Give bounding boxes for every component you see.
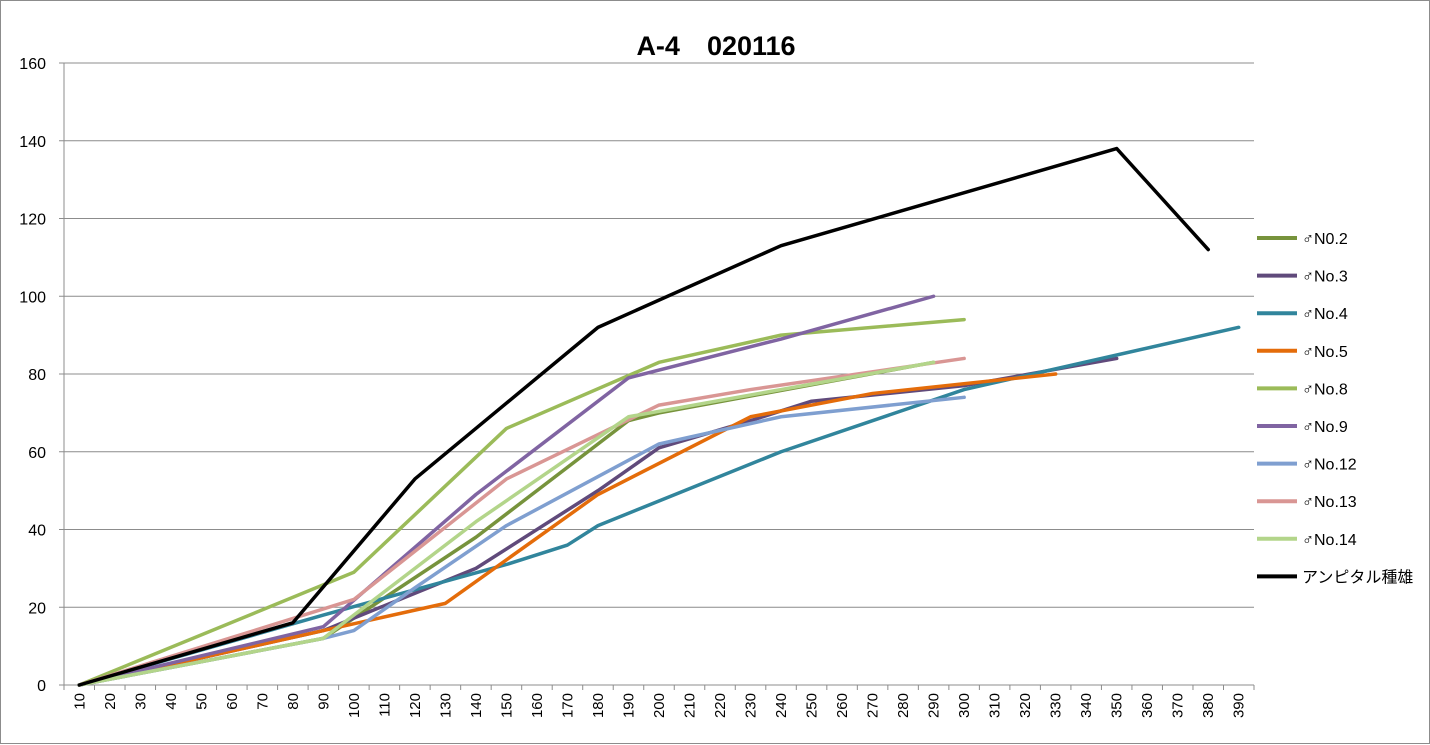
series-line-9 bbox=[77, 360, 936, 687]
x-tick-label: 10 bbox=[71, 693, 88, 710]
x-tick-label: 80 bbox=[285, 693, 302, 710]
y-tick-label: 0 bbox=[37, 678, 46, 695]
x-tick-label: 140 bbox=[468, 693, 485, 718]
x-tick-label: 40 bbox=[163, 693, 180, 710]
x-tick-label: 150 bbox=[498, 693, 515, 718]
x-tick-label: 380 bbox=[1200, 693, 1217, 718]
x-tick-label: 30 bbox=[132, 693, 149, 710]
x-tick-label: 130 bbox=[437, 693, 454, 718]
x-tick-label: 100 bbox=[346, 693, 363, 718]
x-tick-label: 160 bbox=[529, 693, 546, 718]
x-tick-label: 180 bbox=[590, 693, 607, 718]
series-line-5 bbox=[77, 317, 966, 687]
x-tick-label: 280 bbox=[895, 693, 912, 718]
y-tick-label: 80 bbox=[28, 367, 46, 384]
x-tick-label: 120 bbox=[407, 693, 424, 718]
x-tick-label: 210 bbox=[682, 693, 699, 718]
legend-label: ♂No.5 bbox=[1302, 344, 1348, 361]
x-tick-label: 260 bbox=[834, 693, 851, 718]
x-tick-label: 310 bbox=[987, 693, 1004, 718]
legend-label: ♂No.4 bbox=[1302, 306, 1348, 323]
x-tick-label: 240 bbox=[773, 693, 790, 718]
x-tick-label: 110 bbox=[376, 693, 393, 717]
y-tick-label: 20 bbox=[28, 600, 46, 617]
y-tick-label: 100 bbox=[19, 289, 46, 306]
x-tick-label: 90 bbox=[315, 693, 332, 710]
gridlines bbox=[64, 62, 1254, 608]
x-tick-label: 390 bbox=[1231, 693, 1248, 718]
series-line-8 bbox=[77, 356, 966, 687]
x-tick-label: 200 bbox=[651, 693, 668, 718]
series-line-7 bbox=[77, 395, 966, 687]
x-tick-label: 350 bbox=[1109, 693, 1126, 718]
legend-label: ♂No.14 bbox=[1302, 532, 1357, 549]
x-tick-label: 50 bbox=[193, 693, 210, 710]
x-tick-label: 220 bbox=[712, 693, 729, 718]
x-tick-label: 360 bbox=[1139, 693, 1156, 718]
legend-label: アンピタル種雄 bbox=[1302, 568, 1413, 586]
y-tick-label: 120 bbox=[19, 212, 46, 229]
y-tick-label: 40 bbox=[28, 523, 46, 540]
y-axis-tick-labels: 0 20 40 60 80 100 120 140 160 bbox=[19, 56, 46, 695]
x-tick-label: 270 bbox=[865, 693, 882, 718]
series-line-6 bbox=[77, 294, 936, 687]
x-tick-label: 300 bbox=[956, 693, 973, 718]
legend-label: ♂No.13 bbox=[1302, 494, 1357, 511]
y-tick-label: 160 bbox=[19, 56, 46, 73]
x-tick-label: 340 bbox=[1078, 693, 1095, 718]
chart-title: A-4 020116 bbox=[636, 31, 795, 61]
x-tick-label: 250 bbox=[804, 693, 821, 718]
legend-label: ♂N0.2 bbox=[1302, 231, 1348, 248]
x-tick-label: 330 bbox=[1048, 693, 1065, 718]
legend-label: ♂No.9 bbox=[1302, 419, 1348, 436]
x-tick-label: 290 bbox=[926, 693, 943, 718]
x-tick-label: 370 bbox=[1170, 693, 1187, 718]
x-tick-label: 70 bbox=[254, 693, 271, 710]
x-axis-tick-labels: 10 20 30 40 50 60 70 80 90 100 110 120 130 140 150 160 1… bbox=[71, 693, 1247, 718]
series-lines bbox=[77, 146, 1241, 687]
legend-label: ♂No.3 bbox=[1302, 269, 1348, 286]
x-tick-label: 230 bbox=[743, 693, 760, 718]
legend-label: ♂No.12 bbox=[1302, 457, 1357, 474]
x-tick-label: 60 bbox=[224, 693, 241, 710]
x-tick-label: 170 bbox=[559, 693, 576, 718]
series-line-10 bbox=[77, 146, 1210, 687]
y-tick-label: 140 bbox=[19, 134, 46, 151]
legend: ♂N0.2 ♂No.3 ♂No.4 ♂No.5 ♂No.8 ♂No.9 ♂No.12 ♂No.… bbox=[1257, 231, 1413, 586]
y-tick-label: 60 bbox=[28, 445, 46, 462]
x-tick-label: 190 bbox=[620, 693, 637, 718]
axes bbox=[59, 62, 1255, 690]
series-line-4 bbox=[77, 372, 1058, 687]
x-tick-label: 320 bbox=[1017, 693, 1034, 718]
x-tick-label: 20 bbox=[102, 693, 119, 710]
legend-label: ♂No.8 bbox=[1302, 381, 1348, 398]
